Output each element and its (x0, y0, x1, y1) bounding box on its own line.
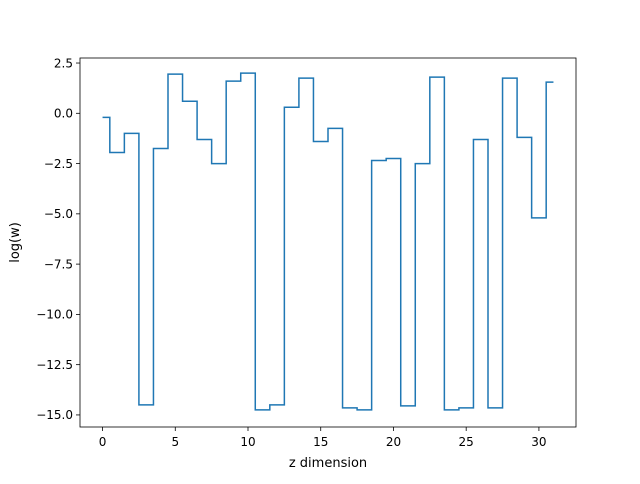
plot-marks (102, 72, 554, 411)
y-axis: 2.5 0.0 −2.5 −5.0 −7.5 −10.0 −12.5 −15.0 (36, 56, 80, 422)
y-tick-label: −10.0 (36, 308, 73, 322)
y-axis-label: log(w) (8, 222, 23, 263)
y-tick-label: −12.5 (36, 358, 73, 372)
y-tick-label: 2.5 (54, 56, 73, 70)
y-tick-label: −7.5 (44, 257, 73, 271)
x-tick-label: 15 (313, 435, 328, 449)
x-tick-label: 25 (459, 435, 474, 449)
y-tick-label: −15.0 (36, 408, 73, 422)
x-axis: 0 5 10 15 20 25 30 (99, 427, 547, 449)
series-line-0 (102, 72, 554, 411)
x-tick-label: 30 (531, 435, 546, 449)
y-tick-label: −5.0 (44, 207, 73, 221)
x-tick-label: 10 (240, 435, 255, 449)
x-tick-label: 20 (386, 435, 401, 449)
x-tick-label: 0 (99, 435, 107, 449)
plot-frame (79, 57, 577, 428)
x-tick-label: 5 (171, 435, 179, 449)
y-tick-label: −2.5 (44, 157, 73, 171)
y-tick-label: 0.0 (54, 107, 73, 121)
x-axis-label: z dimension (289, 456, 367, 471)
